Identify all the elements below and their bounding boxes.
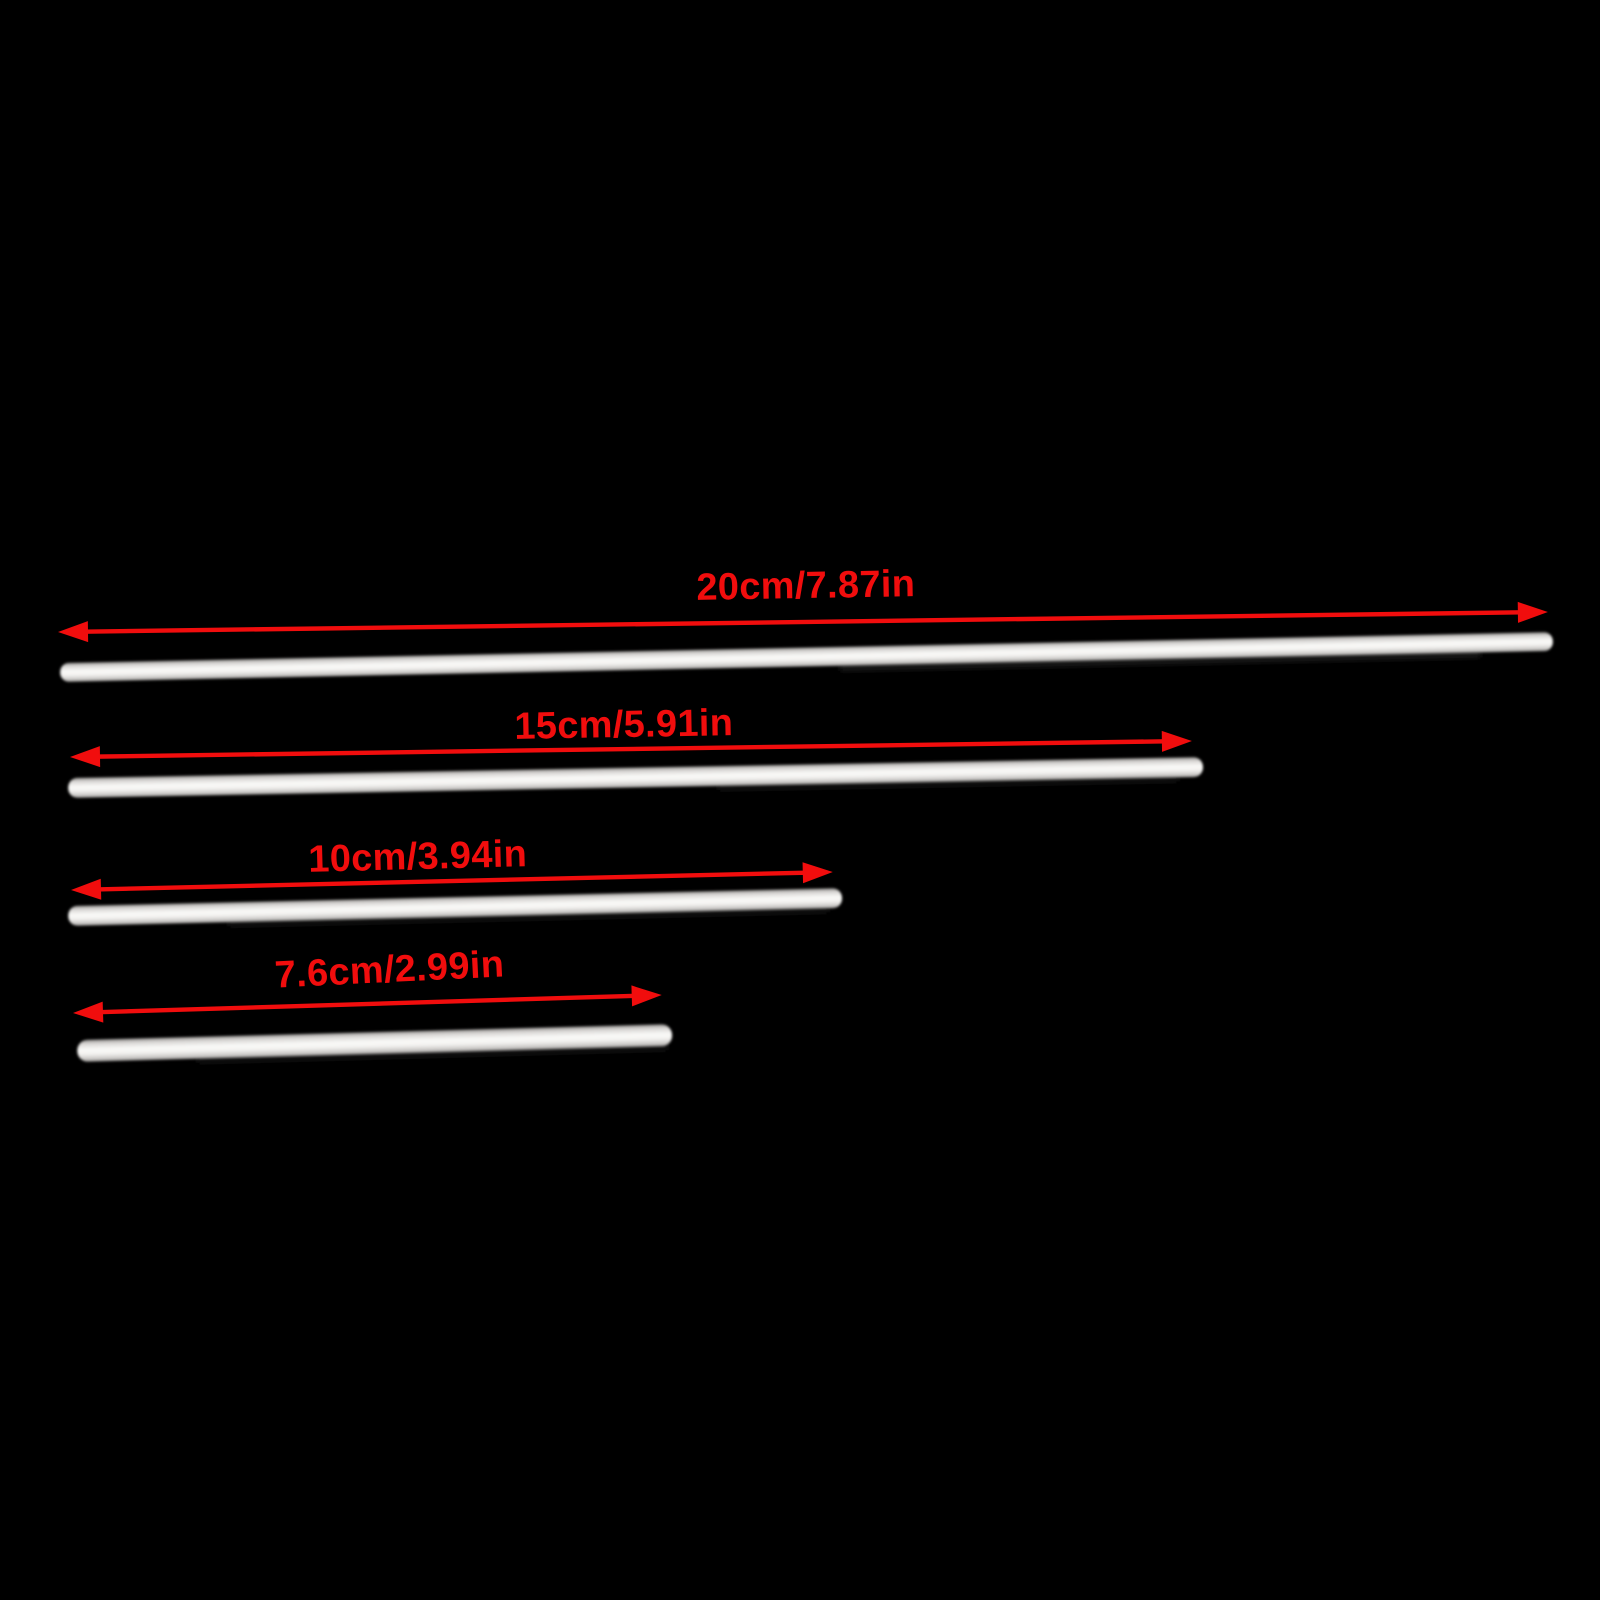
- stick-15cm: [68, 757, 1204, 798]
- measurement-group-20cm: 20cm/7.87in: [58, 563, 1553, 682]
- arrow-left-head-icon: [73, 1001, 104, 1023]
- arrow-right-head-icon: [802, 862, 833, 884]
- stick-body: [77, 1024, 673, 1062]
- arrow-left-head-icon: [58, 621, 89, 643]
- stick-10cm: [68, 888, 843, 927]
- arrow-right-head-icon: [1161, 730, 1192, 752]
- double-arrow-7-6cm: [73, 985, 662, 1023]
- dimension-label-15cm: 15cm/5.91in: [514, 702, 733, 748]
- dimension-label-20cm: 20cm/7.87in: [696, 563, 915, 609]
- arrow-right-head-icon: [1517, 601, 1548, 623]
- arrow-left-head-icon: [71, 878, 102, 900]
- arrow-left-head-icon: [70, 746, 101, 768]
- dimension-label-10cm: 10cm/3.94in: [308, 833, 528, 881]
- measurement-group-7-6cm: 7.6cm/2.99in: [73, 943, 673, 1063]
- measurement-group-15cm: 15cm/5.91in: [68, 702, 1204, 798]
- stick-20cm: [60, 632, 1553, 682]
- arrow-right-head-icon: [631, 985, 662, 1007]
- double-arrow-15cm: [70, 730, 1192, 768]
- stick-body: [60, 632, 1553, 682]
- stick-body: [68, 888, 843, 926]
- stick-body: [68, 757, 1204, 798]
- double-arrow-20cm: [58, 601, 1548, 643]
- double-arrow-10cm: [71, 862, 833, 900]
- measurement-group-10cm: 10cm/3.94in: [68, 833, 843, 927]
- stick-7-6cm: [77, 1024, 673, 1063]
